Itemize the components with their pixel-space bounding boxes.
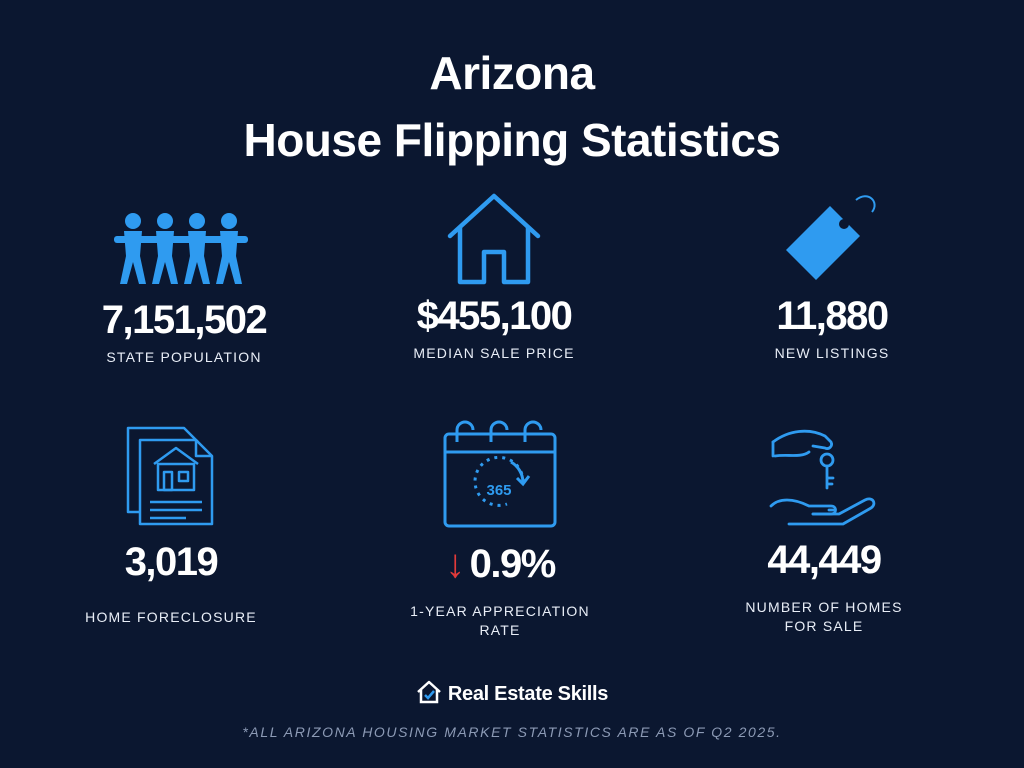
brand-name: Real Estate Skills [447, 683, 609, 705]
down-arrow-icon: ↓ [445, 542, 465, 586]
title-line-1: Arizona [429, 47, 595, 99]
stat-label: MEDIAN SALE PRICE [413, 345, 575, 361]
stat-homes-for-sale: 44,449 NUMBER OF HOMES FOR SALE [674, 426, 974, 636]
stat-median-sale-price: $455,100 MEDIAN SALE PRICE [344, 192, 644, 363]
stat-label-line-1: 1-YEAR APPRECIATION [410, 603, 590, 619]
stat-label: NEW LISTINGS [774, 345, 890, 361]
title-line-2: House Flipping Statistics [243, 114, 781, 166]
stat-home-foreclosure: 3,019 HOME FORECLOSURE [21, 426, 321, 627]
stat-value: 7,151,502 [101, 298, 268, 342]
stat-label-line-2: FOR SALE [784, 617, 864, 634]
stat-value-row: ↓ 0.9% [350, 544, 650, 584]
house-check-icon [417, 680, 441, 704]
stat-appreciation-rate: 365 ↓ 0.9% 1-YEAR APPRECIATION RATE [350, 420, 650, 640]
stat-value: 0.9% [469, 542, 557, 586]
stat-state-population: 7,151,502 STATE POPULATION [34, 210, 334, 367]
footnote: *ALL ARIZONA HOUSING MARKET STATISTICS A… [242, 724, 782, 740]
calendar-365-text: 365 [486, 482, 511, 499]
stat-value: 3,019 [124, 540, 219, 584]
stat-new-listings: 11,880 NEW LISTINGS [682, 190, 982, 363]
stat-label-line-1: NUMBER OF HOMES [745, 599, 903, 615]
stat-value: 44,449 [767, 538, 882, 582]
foreclosure-document-icon [126, 426, 214, 526]
hand-keys-icon [769, 429, 876, 526]
stat-label-line-2: RATE [479, 621, 521, 638]
house-icon [447, 193, 541, 285]
stat-label: HOME FORECLOSURE [85, 609, 257, 625]
brand-logo: Real Estate Skills [0, 680, 1024, 706]
stat-label: STATE POPULATION [106, 349, 262, 365]
stat-value: $455,100 [416, 294, 573, 338]
stat-value: 11,880 [776, 294, 889, 338]
people-chain-icon [114, 213, 248, 284]
price-tag-icon [786, 195, 876, 280]
calendar-365-icon: 365 [443, 420, 557, 528]
